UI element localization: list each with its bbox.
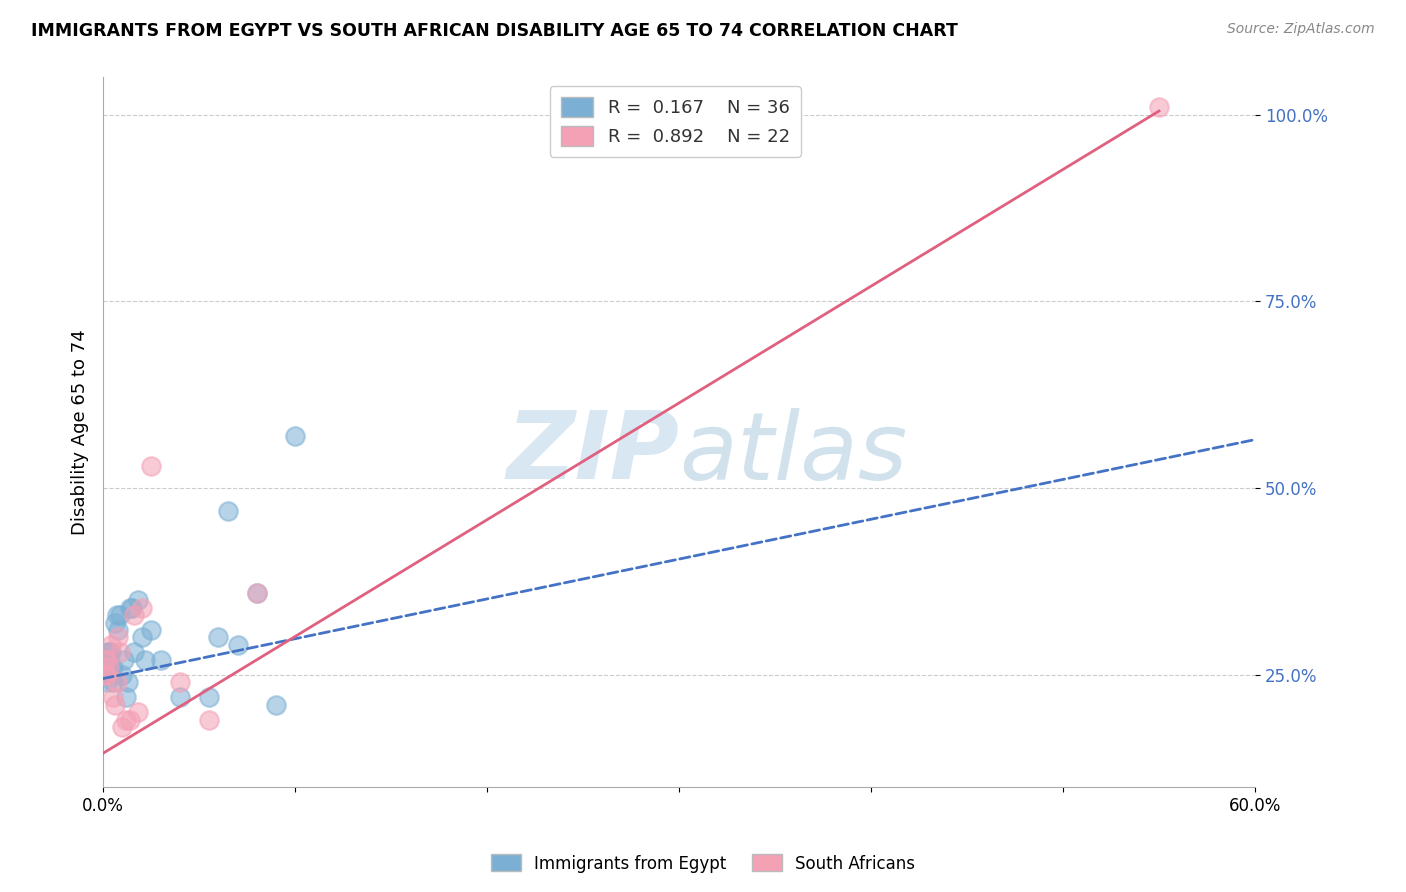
Point [139, 458, 162, 473]
Point [96, 653, 118, 667]
Point [96, 675, 118, 690]
Point [118, 600, 141, 615]
Text: Source: ZipAtlas.com: Source: ZipAtlas.com [1227, 22, 1375, 37]
Legend: Immigrants from Egypt, South Africans: Immigrants from Egypt, South Africans [485, 847, 921, 880]
Point [284, 429, 307, 443]
Point [96, 653, 118, 667]
Point [101, 660, 124, 674]
Point [134, 653, 156, 667]
Point [169, 690, 191, 705]
Y-axis label: Disability Age 65 to 74: Disability Age 65 to 74 [72, 329, 89, 535]
Point [97, 668, 120, 682]
Point [246, 585, 269, 599]
Point [94, 668, 117, 682]
Point [127, 593, 149, 607]
Point [197, 713, 219, 727]
Point [122, 645, 145, 659]
Point [226, 638, 249, 652]
Point [105, 608, 128, 623]
Point [94, 653, 117, 667]
Text: atlas: atlas [679, 408, 907, 499]
Point [122, 608, 145, 623]
Point [96, 668, 118, 682]
Point [115, 713, 138, 727]
Point [111, 720, 134, 734]
Point [104, 615, 127, 630]
Point [107, 631, 129, 645]
Point [118, 713, 141, 727]
Point [105, 675, 128, 690]
Point [101, 690, 124, 705]
Point [115, 690, 138, 705]
Point [197, 690, 219, 705]
Point [139, 623, 162, 637]
Point [121, 600, 143, 615]
Point [100, 660, 122, 674]
Text: IMMIGRANTS FROM EGYPT VS SOUTH AFRICAN DISABILITY AGE 65 TO 74 CORRELATION CHART: IMMIGRANTS FROM EGYPT VS SOUTH AFRICAN D… [31, 22, 957, 40]
Point [94, 660, 117, 674]
Point [1147, 100, 1170, 114]
Point [149, 653, 172, 667]
Point [100, 645, 122, 659]
Point [131, 600, 153, 615]
Point [97, 660, 120, 674]
Point [131, 631, 153, 645]
Point [96, 645, 118, 659]
Point [107, 623, 129, 637]
Legend: R =  0.167    N = 36, R =  0.892    N = 22: R = 0.167 N = 36, R = 0.892 N = 22 [550, 87, 800, 157]
Point [112, 653, 135, 667]
Point [117, 675, 139, 690]
Point [127, 705, 149, 719]
Point [101, 675, 124, 690]
Point [217, 503, 239, 517]
Point [100, 638, 122, 652]
Point [207, 631, 229, 645]
Point [110, 608, 132, 623]
Point [264, 698, 287, 712]
Point [104, 698, 127, 712]
Point [94, 653, 117, 667]
Point [111, 668, 134, 682]
Text: ZIP: ZIP [506, 408, 679, 500]
Point [94, 668, 117, 682]
Point [246, 585, 269, 599]
Point [110, 645, 132, 659]
Point [97, 645, 120, 659]
Point [169, 675, 191, 690]
